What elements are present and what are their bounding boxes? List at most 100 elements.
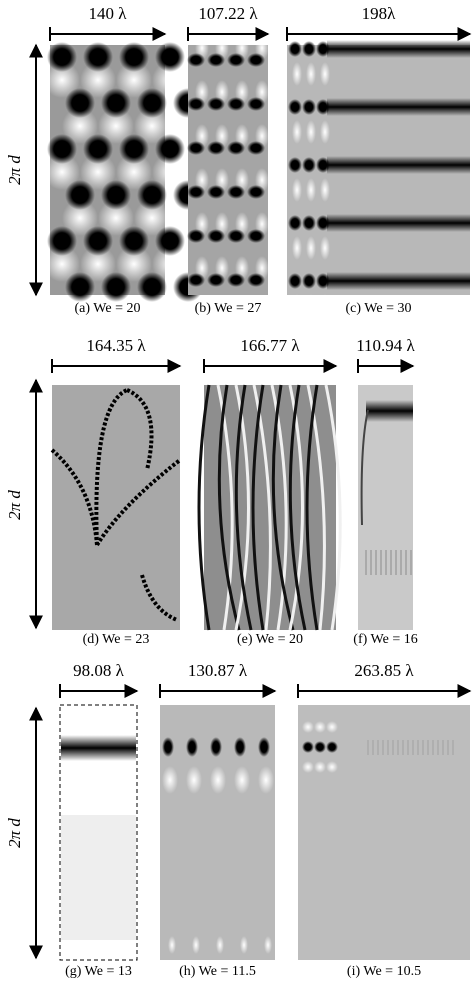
blob xyxy=(83,42,113,72)
streak xyxy=(288,384,307,631)
blob xyxy=(302,761,314,773)
blob xyxy=(187,273,205,287)
blob xyxy=(247,53,265,67)
blob xyxy=(134,200,170,236)
blob xyxy=(302,157,316,173)
blob xyxy=(119,42,149,72)
blob xyxy=(326,721,338,733)
blob xyxy=(320,294,330,318)
blob xyxy=(83,134,113,164)
blob xyxy=(47,226,77,256)
blob xyxy=(186,766,202,794)
streak xyxy=(140,574,178,622)
blob xyxy=(187,97,205,111)
blob xyxy=(302,41,316,57)
blob xyxy=(326,741,338,753)
blob xyxy=(62,292,98,328)
blob xyxy=(247,97,265,111)
blob xyxy=(186,737,198,757)
blob xyxy=(119,226,149,256)
caption: (g) We = 13 xyxy=(65,964,132,979)
blob xyxy=(288,99,302,115)
blob xyxy=(234,766,250,794)
band xyxy=(327,98,470,116)
blob xyxy=(302,273,316,289)
panel: 130.87 λ (h) We = 11.5 xyxy=(159,661,277,979)
blob xyxy=(47,134,77,164)
band xyxy=(327,156,470,174)
streak xyxy=(217,384,241,631)
span-label: 130.87 λ xyxy=(188,661,248,680)
panel: 198λ (c) We = 30 xyxy=(286,4,472,318)
blob xyxy=(227,185,245,199)
blob xyxy=(116,62,152,98)
caption: (f) We = 16 xyxy=(353,632,417,647)
blob xyxy=(98,108,134,144)
blob xyxy=(326,761,338,773)
blob xyxy=(288,157,302,173)
span-label: 166.77 λ xyxy=(240,336,300,355)
blob xyxy=(227,53,245,67)
blob xyxy=(62,200,98,236)
blob xyxy=(152,62,188,98)
panel: 98.08 λ (g) We = 13 xyxy=(59,661,139,979)
blob xyxy=(316,41,330,57)
caption: (a) We = 20 xyxy=(75,301,141,316)
blob xyxy=(314,721,326,733)
caption: (d) We = 23 xyxy=(83,632,150,647)
blob xyxy=(227,229,245,243)
streak xyxy=(324,384,342,631)
blob xyxy=(320,236,330,260)
blob xyxy=(247,273,265,287)
blob xyxy=(155,226,185,256)
blob xyxy=(101,88,131,118)
streak xyxy=(126,388,154,471)
blob xyxy=(314,741,326,753)
panel: 166.77 λ (e) We = 20 xyxy=(197,336,342,647)
blob xyxy=(264,936,272,954)
blob xyxy=(207,273,225,287)
blob xyxy=(152,154,188,190)
span-label: 107.22 λ xyxy=(198,4,258,23)
blob xyxy=(137,272,167,302)
blob xyxy=(80,154,116,190)
span-label: 164.35 λ xyxy=(86,336,146,355)
streak xyxy=(251,384,265,631)
blob xyxy=(227,97,245,111)
streak xyxy=(197,384,211,631)
blob xyxy=(306,236,316,260)
blob xyxy=(65,88,95,118)
blob xyxy=(62,108,98,144)
blob xyxy=(210,766,226,794)
blob xyxy=(162,737,174,757)
panel: 140 λ (a) We = 20 xyxy=(44,4,206,328)
blob xyxy=(292,120,302,144)
blob xyxy=(162,766,178,794)
blob xyxy=(187,185,205,199)
streak xyxy=(360,409,369,526)
blob xyxy=(292,62,302,86)
streak xyxy=(234,384,253,631)
blob xyxy=(168,936,176,954)
blob xyxy=(292,294,302,318)
blob xyxy=(227,141,245,155)
blob xyxy=(80,246,116,282)
blob xyxy=(258,766,274,794)
y-label: 2π d xyxy=(5,818,24,848)
blob xyxy=(302,215,316,231)
blob xyxy=(240,936,248,954)
blob xyxy=(320,120,330,144)
blob xyxy=(83,226,113,256)
blob xyxy=(210,737,222,757)
blob xyxy=(288,273,302,289)
blob xyxy=(187,229,205,243)
blob xyxy=(116,246,152,282)
blob xyxy=(247,229,265,243)
blob xyxy=(98,200,134,236)
blob xyxy=(320,178,330,202)
blob xyxy=(207,185,225,199)
blob xyxy=(155,42,185,72)
panel: 110.94 λ (f) We = 16 xyxy=(353,336,417,647)
caption: (b) We = 27 xyxy=(195,301,262,316)
span-label: 98.08 λ xyxy=(73,661,125,680)
